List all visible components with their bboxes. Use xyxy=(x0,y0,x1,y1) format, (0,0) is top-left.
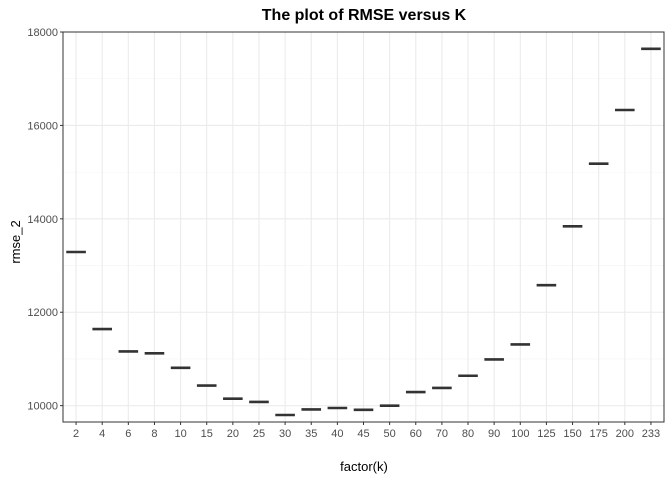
y-axis-title: rmse_2 xyxy=(8,220,23,263)
x-tick-label: 2 xyxy=(73,428,79,440)
x-tick-label: 15 xyxy=(201,428,213,440)
x-tick-label: 40 xyxy=(331,428,343,440)
x-tick-label: 6 xyxy=(125,428,131,440)
x-tick-label: 175 xyxy=(589,428,607,440)
y-tick-label: 12000 xyxy=(27,307,58,319)
y-tick-label: 18000 xyxy=(27,27,58,39)
x-axis-title: factor(k) xyxy=(340,459,388,474)
y-tick-label: 10000 xyxy=(27,401,58,413)
y-axis: 10000 12000 14000 16000 18000 xyxy=(27,27,63,413)
x-axis: 2 4 6 8 10 15 20 25 30 35 40 45 50 60 70 80 90 100 125 150 1… xyxy=(73,422,660,440)
data-marks xyxy=(66,47,661,417)
x-tick-label: 10 xyxy=(174,428,186,440)
x-tick-label: 8 xyxy=(151,428,157,440)
x-tick-label: 20 xyxy=(227,428,239,440)
x-tick-label: 30 xyxy=(279,428,291,440)
x-tick-label: 70 xyxy=(436,428,448,440)
x-tick-label: 50 xyxy=(384,428,396,440)
x-tick-label: 90 xyxy=(488,428,500,440)
x-tick-label: 45 xyxy=(357,428,369,440)
x-tick-label: 150 xyxy=(563,428,581,440)
x-tick-label: 35 xyxy=(305,428,317,440)
x-tick-label: 80 xyxy=(462,428,474,440)
x-tick-label: 233 xyxy=(642,428,660,440)
x-tick-label: 4 xyxy=(99,428,105,440)
y-tick-label: 16000 xyxy=(27,120,58,132)
x-tick-label: 200 xyxy=(616,428,634,440)
x-tick-label: 100 xyxy=(511,428,529,440)
x-tick-label: 60 xyxy=(410,428,422,440)
x-tick-label: 125 xyxy=(537,428,555,440)
x-tick-label: 25 xyxy=(253,428,265,440)
y-tick-label: 14000 xyxy=(27,214,58,226)
chart-title: The plot of RMSE versus K xyxy=(262,7,467,24)
